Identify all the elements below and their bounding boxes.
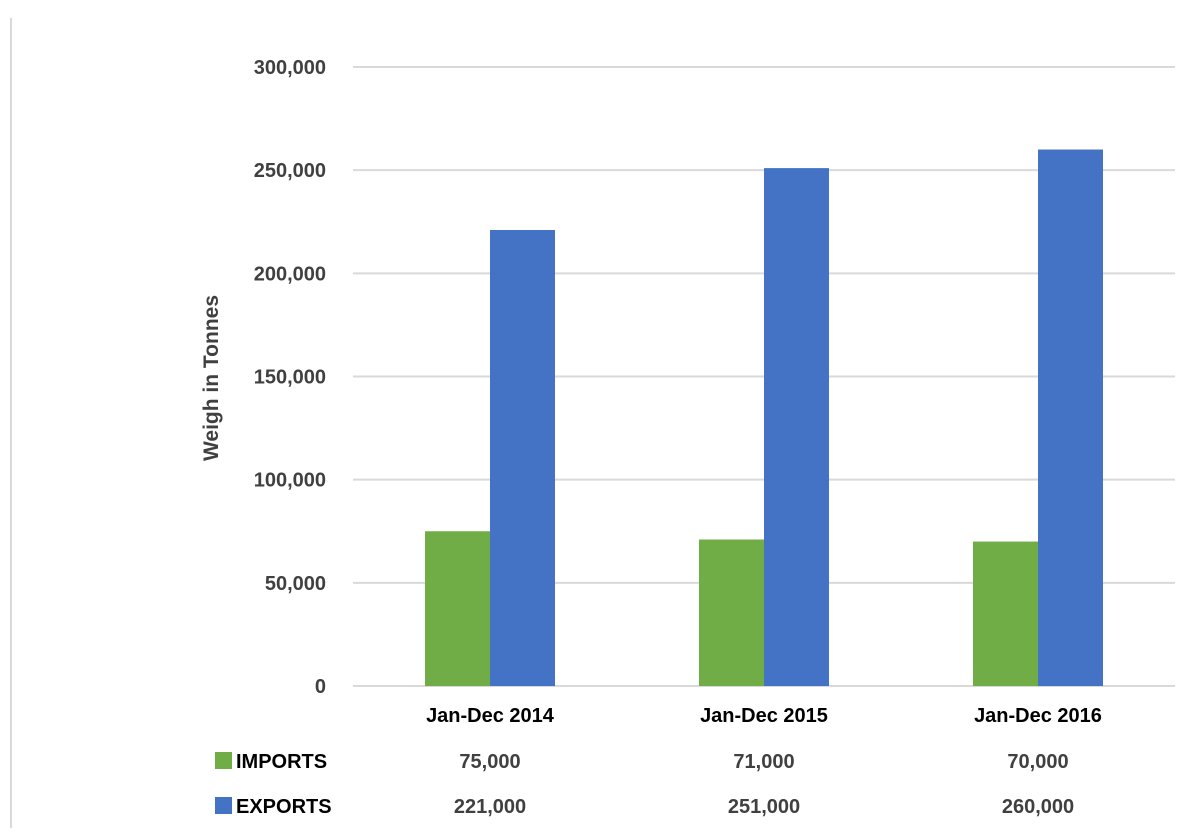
x-tick-label: Jan-Dec 2016	[974, 705, 1102, 727]
y-tick-label: 250,000	[254, 160, 326, 182]
y-tick-label: 150,000	[254, 367, 326, 389]
data-table-value: 260,000	[1002, 796, 1074, 818]
data-table-value: 75,000	[459, 751, 520, 773]
category-labels: Jan-Dec 2014 Jan-Dec 2015 Jan-Dec 2016	[426, 705, 1102, 727]
bar-exports-1	[764, 168, 829, 686]
y-tick-label: 50,000	[265, 573, 326, 595]
bars	[425, 149, 1103, 687]
y-tick-label: 200,000	[254, 263, 326, 285]
bar-imports-1	[699, 539, 764, 686]
bar-imports-2	[973, 541, 1038, 686]
data-table-value: 70,000	[1007, 751, 1068, 773]
y-axis-ticks: 0 50,000 100,000 150,000 200,000 250,000 300,0…	[254, 57, 326, 698]
legend-label-exports: EXPORTS	[236, 796, 332, 818]
x-tick-label: Jan-Dec 2015	[700, 705, 828, 727]
x-tick-label: Jan-Dec 2014	[426, 705, 555, 727]
bar-exports-0	[490, 230, 555, 686]
data-table-value: 71,000	[733, 751, 794, 773]
data-table-value: 251,000	[728, 796, 800, 818]
legend-swatch-exports	[215, 797, 232, 814]
data-table-value: 221,000	[454, 796, 526, 818]
legend-label-imports: IMPORTS	[236, 751, 327, 773]
legend-swatch-imports	[215, 752, 232, 769]
data-table: IMPORTS 75,000 71,000 70,000 EXPORTS 221,000 2…	[215, 751, 1074, 818]
y-tick-label: 300,000	[254, 57, 326, 79]
bar-exports-2	[1038, 149, 1103, 687]
y-axis-label: Weigh in Tonnes	[200, 295, 223, 461]
y-tick-label: 100,000	[254, 470, 326, 492]
left-border	[10, 18, 12, 828]
bar-imports-0	[425, 531, 490, 686]
y-tick-label: 0	[315, 676, 326, 698]
